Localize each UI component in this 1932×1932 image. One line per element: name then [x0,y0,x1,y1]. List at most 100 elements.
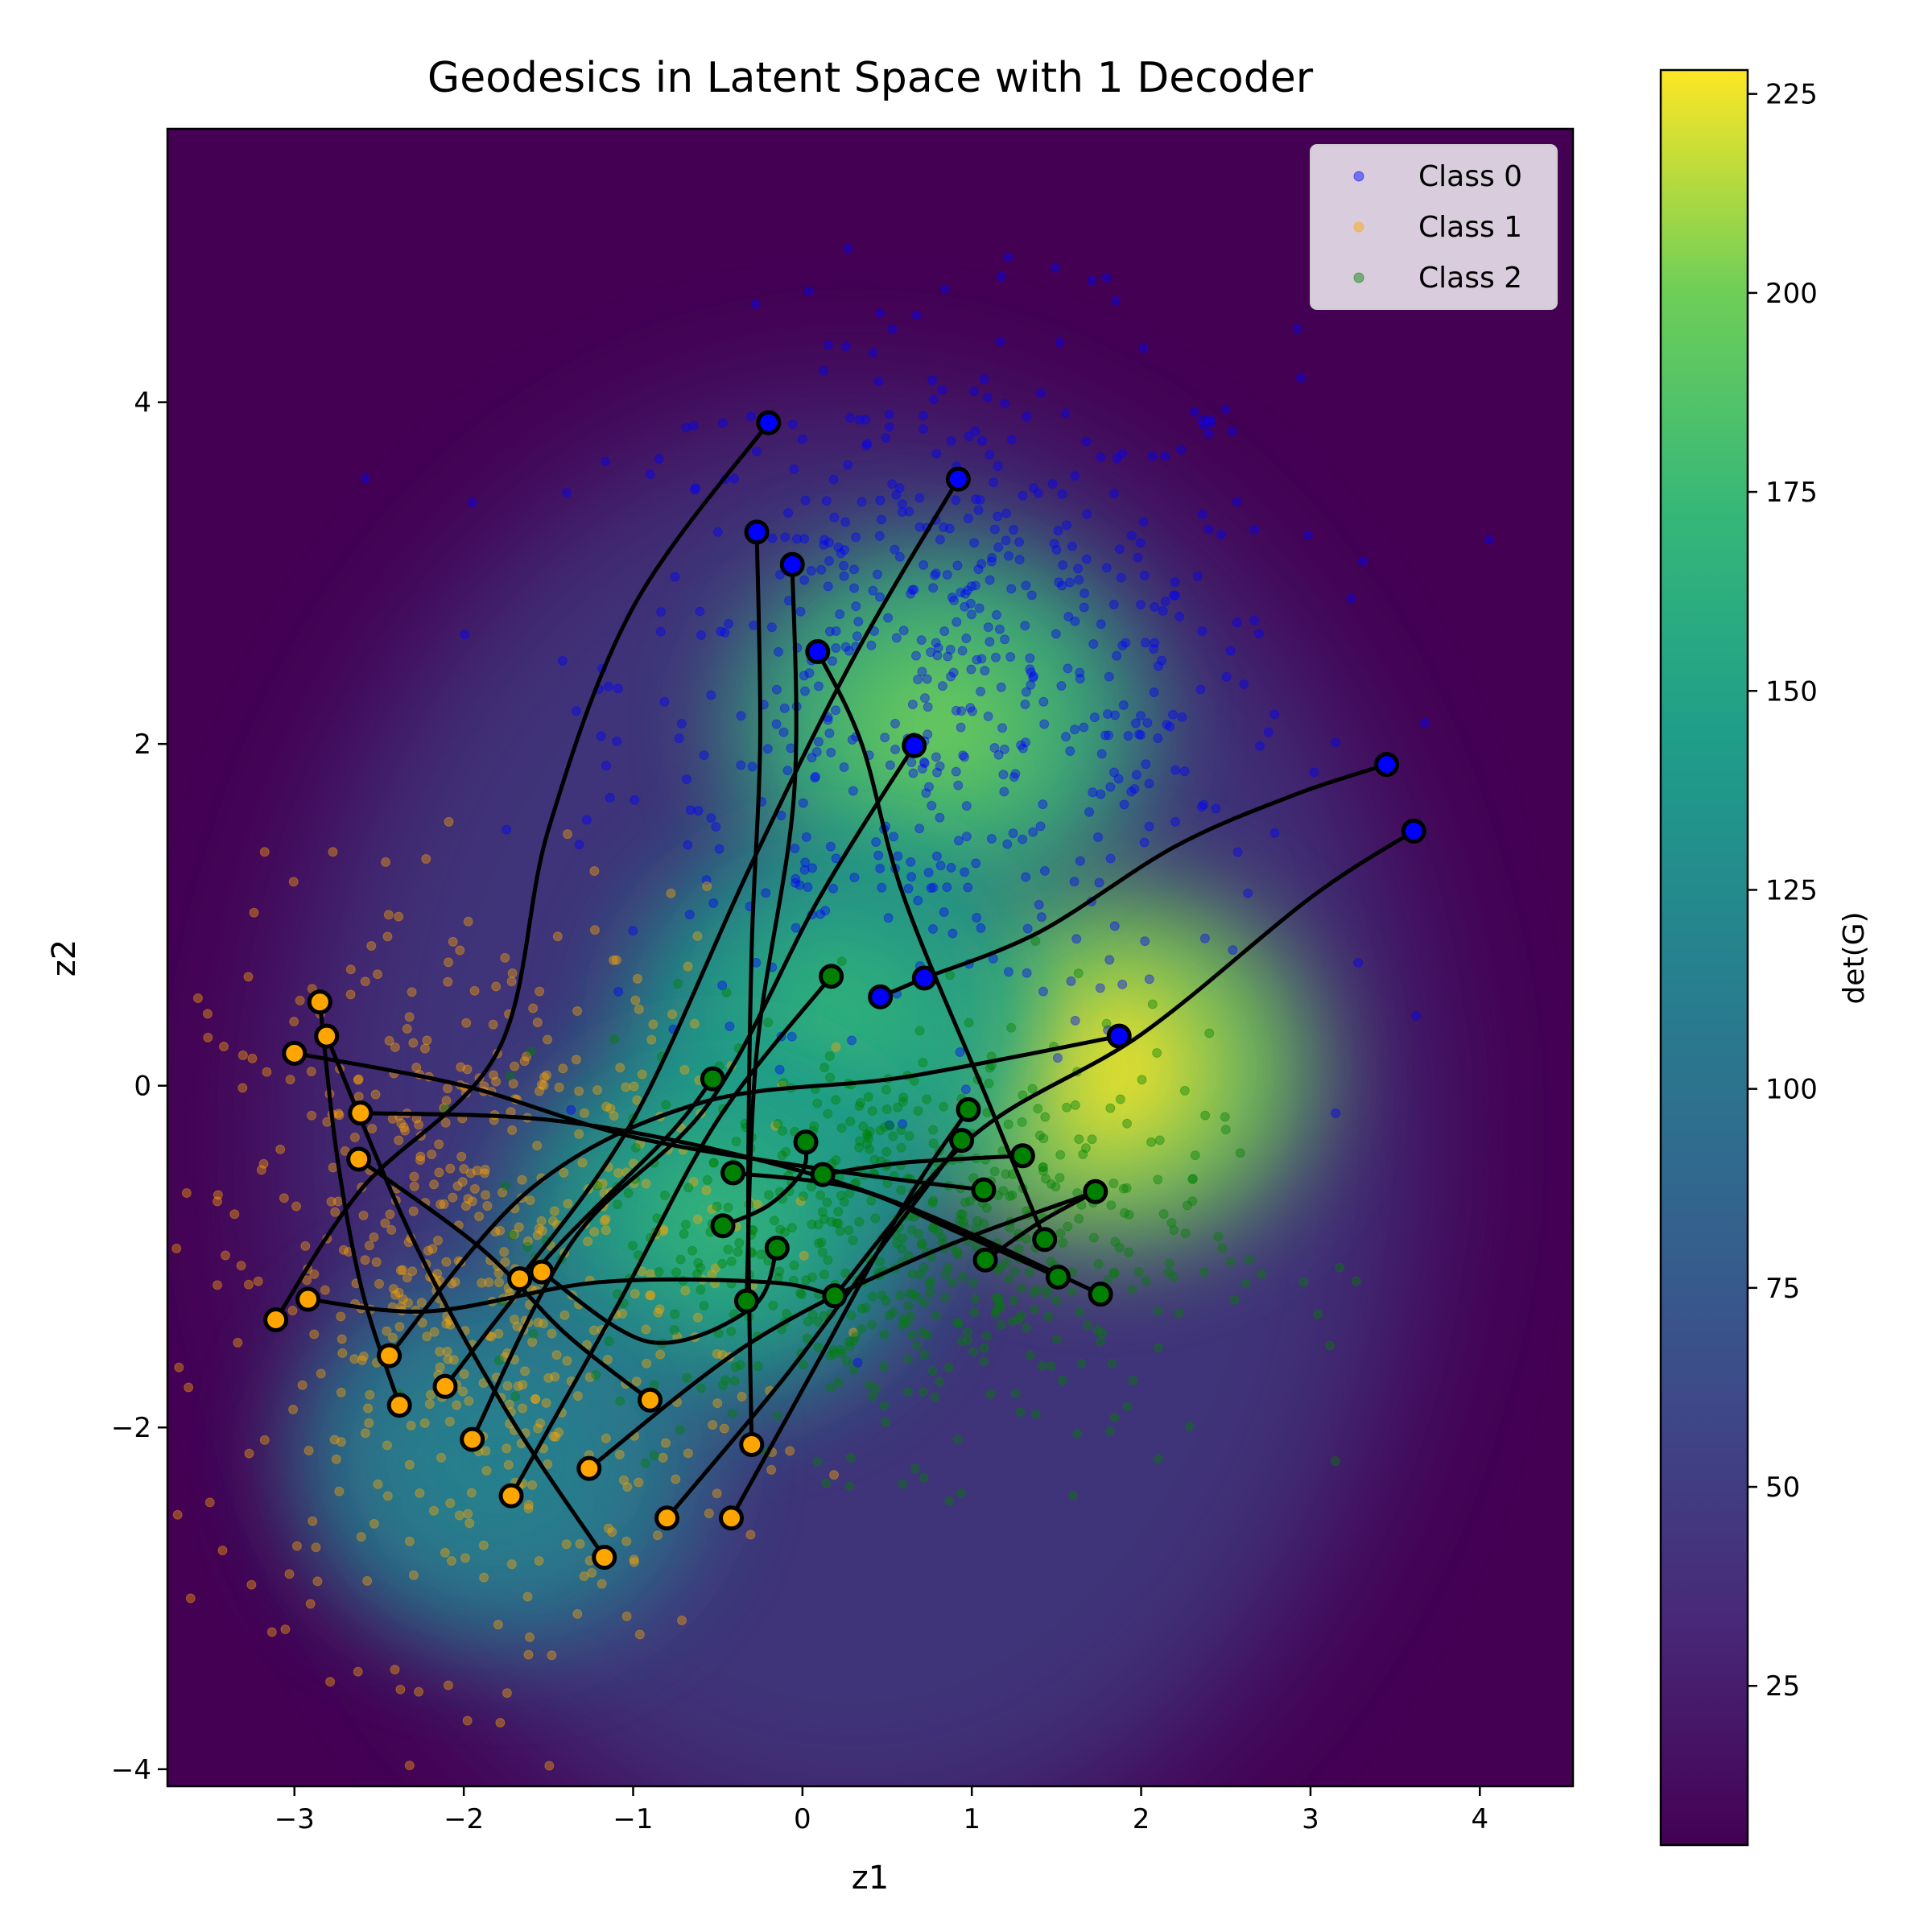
point-class-0 [1056,680,1067,691]
point-class-2 [867,1291,877,1302]
point-class-1 [442,1346,452,1356]
point-class-2 [848,1335,859,1346]
point-class-0 [976,654,987,664]
point-class-2 [854,1101,865,1112]
point-class-1 [390,1665,400,1675]
point-class-2 [659,1190,670,1200]
x-tick-label: 1 [963,1803,980,1835]
point-class-0 [581,815,592,825]
point-class-0 [1102,708,1113,719]
point-class-2 [774,1266,785,1277]
point-class-0 [1203,524,1214,535]
point-class-2 [786,1223,797,1233]
point-class-2 [1154,1135,1165,1146]
point-class-0 [1014,555,1025,565]
colorbar-tick-label: 125 [1765,874,1818,906]
point-class-1 [443,1354,453,1364]
point-class-0 [877,112,886,121]
point-class-2 [826,1216,836,1227]
point-class-1 [537,1225,547,1236]
point-class-0 [689,485,700,495]
point-class-0 [801,832,811,842]
point-class-2 [923,1330,933,1340]
point-class-2 [1298,1277,1309,1287]
point-class-2 [1179,1085,1190,1096]
point-class-0 [906,757,917,767]
point-class-0 [937,681,947,691]
point-class-2 [952,1435,963,1445]
point-class-1 [171,1243,182,1253]
point-class-1 [382,1440,392,1451]
point-class-1 [192,993,203,1003]
point-class-0 [990,652,1001,663]
point-class-1 [692,1312,703,1323]
point-class-1 [373,1479,383,1489]
point-class-0 [854,415,865,425]
point-class-0 [789,464,799,474]
point-class-0 [1136,599,1146,609]
point-class-2 [1005,1191,1015,1202]
point-class-0 [571,706,581,716]
point-class-1 [246,1579,257,1590]
point-class-0 [1066,976,1076,986]
point-class-1 [652,1530,663,1541]
point-class-2 [1013,1315,1024,1325]
point-class-2 [865,1144,875,1154]
geodesic-curves [274,420,1416,1560]
point-class-1 [213,1280,223,1290]
point-class-0 [561,488,572,498]
point-class-1 [423,1245,433,1256]
point-class-0 [724,1021,735,1031]
x-tick-label: 3 [1302,1803,1319,1835]
endpoint-class-1 [314,1023,340,1049]
point-class-1 [530,1394,541,1405]
point-class-2 [591,1369,601,1380]
point-class-2 [1122,1402,1133,1412]
point-class-0 [951,495,961,506]
point-class-0 [939,907,949,918]
point-class-1 [785,1446,795,1456]
point-class-2 [837,1348,848,1359]
point-class-1 [237,1050,248,1060]
point-class-2 [854,1142,865,1153]
point-class-2 [917,1238,927,1249]
point-class-2 [850,1331,861,1342]
point-class-0 [773,646,783,657]
point-class-0 [1170,577,1180,588]
point-class-1 [517,1174,527,1185]
colorbar-tick-label: 225 [1765,79,1818,111]
point-class-1 [632,1095,642,1105]
endpoint-class-2 [956,1096,981,1122]
point-class-1 [460,1201,471,1212]
point-class-1 [658,1452,668,1463]
endpoint-class-1 [638,1387,663,1413]
colorbar-tick-label: 75 [1765,1273,1800,1305]
point-class-0 [923,867,934,877]
point-class-0 [939,522,949,532]
point-class-1 [799,1250,809,1261]
endpoint-class-1 [307,989,332,1015]
point-class-1 [443,1680,453,1690]
point-class-1 [329,1435,340,1445]
point-class-1 [536,1080,547,1090]
point-class-0 [911,310,922,320]
point-class-1 [381,857,391,867]
point-class-2 [867,1106,877,1117]
point-class-2 [960,1197,970,1208]
point-class-0 [670,572,680,582]
point-class-1 [374,1278,384,1289]
point-class-1 [454,1510,464,1521]
point-class-0 [949,595,960,605]
point-class-2 [906,1311,916,1322]
point-class-0 [706,690,716,700]
point-class-0 [1195,684,1206,695]
point-class-2 [795,1288,806,1298]
point-class-0 [736,711,746,721]
point-class-2 [675,1254,686,1265]
point-class-1 [707,1204,717,1215]
point-class-1 [536,1216,547,1226]
point-class-2 [855,1136,865,1146]
point-class-1 [655,1349,666,1360]
point-class-1 [316,1368,326,1379]
point-class-0 [999,786,1009,797]
